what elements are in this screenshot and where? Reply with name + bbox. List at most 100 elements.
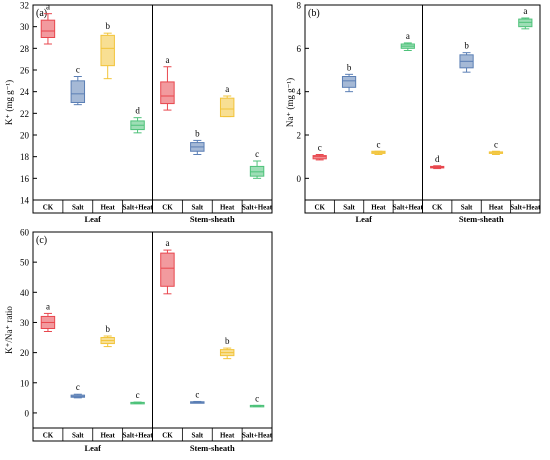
box-iqr [160, 252, 175, 287]
significance-letter: a [165, 238, 169, 248]
y-tick-label: 20 [20, 348, 30, 358]
box-iqr [219, 97, 235, 118]
chart-panel-1: 14 16 18 20 22 24 26 28 30 32 K⁺ (mg g⁻¹) (a) CK Salt… [4, 1, 273, 225]
box-leaf-ck: a [40, 2, 56, 45]
significance-letter: c [195, 389, 199, 399]
y-tick-label: 0 [25, 408, 30, 418]
significance-letter: c [376, 139, 380, 149]
y-tick-label: 24 [20, 87, 30, 97]
significance-letter: c [255, 393, 259, 403]
box-stem-sheath-salt-heat: a [518, 6, 533, 30]
category-label: CK [43, 432, 54, 440]
significance-letter: b [347, 62, 352, 72]
significance-letter: b [464, 41, 469, 51]
significance-letter: b [105, 324, 110, 334]
y-tick-label: 18 [20, 152, 30, 162]
box-leaf-salt-heat: c [130, 390, 145, 405]
box-leaf-salt: b [341, 62, 357, 93]
significance-letter: d [435, 154, 440, 164]
chart-panel-3: 0 10 20 30 40 50 60 K⁺/Na⁺ ratio (c) CK Salt Heat Sa… [4, 228, 273, 454]
box-leaf-salt-heat: d [130, 106, 145, 134]
box-iqr [249, 165, 265, 177]
box-leaf-ck: a [40, 301, 56, 333]
box-stem-sheath-ck: d [430, 154, 445, 170]
significance-letter: b [105, 21, 110, 31]
y-tick-label: 0 [297, 174, 302, 184]
box-stem-sheath-salt: b [459, 41, 474, 73]
significance-letter: d [135, 106, 140, 116]
category-label: Salt+Heat [123, 432, 154, 440]
y-tick-label: 6 [297, 44, 302, 54]
box-leaf-salt: c [70, 65, 86, 106]
category-label: Salt [72, 204, 84, 212]
y-tick-label: 60 [20, 228, 30, 238]
y-tick-label: 26 [20, 66, 30, 76]
group-label: Leaf [84, 443, 101, 453]
box-stem-sheath-ck: a [160, 238, 175, 295]
box-stem-sheath-heat: b [219, 336, 235, 360]
significance-letter: c [255, 149, 259, 159]
category-label: Salt [343, 204, 355, 212]
box-stem-sheath-heat: c [488, 139, 504, 155]
group-label: Leaf [355, 214, 372, 224]
category-label: Salt+Heat [242, 204, 273, 212]
y-tick-label: 28 [20, 44, 30, 54]
significance-letter: c [318, 143, 322, 153]
box-stem-sheath-ck: a [160, 55, 175, 111]
y-tick-label: 14 [20, 196, 30, 206]
box-iqr [341, 76, 357, 88]
category-label: Salt [72, 432, 84, 440]
category-label: Salt [191, 432, 203, 440]
significance-letter: b [225, 336, 230, 346]
y-tick-label: 40 [20, 288, 30, 298]
box-iqr [518, 18, 533, 28]
significance-letter: b [195, 128, 200, 138]
category-label: Salt+Heat [242, 432, 273, 440]
significance-letter: a [406, 31, 410, 41]
y-tick-label: 16 [20, 174, 30, 184]
y-tick-label: 30 [20, 318, 30, 328]
group-label: Leaf [84, 214, 101, 224]
panel-label: (c) [36, 235, 47, 246]
category-label: Heat [100, 432, 115, 440]
group-label: Stem-sheath [190, 214, 235, 224]
category-label: Salt [461, 204, 473, 212]
y-tick-label: 8 [297, 1, 302, 11]
category-label: Salt [191, 204, 203, 212]
significance-letter: c [136, 390, 140, 400]
box-stem-sheath-salt-heat: c [249, 149, 265, 179]
category-label: Heat [100, 204, 115, 212]
category-label: Heat [220, 432, 235, 440]
significance-letter: a [46, 2, 50, 12]
category-label: CK [314, 204, 325, 212]
box-leaf-salt-heat: a [400, 31, 415, 51]
y-tick-label: 2 [297, 131, 302, 141]
y-axis-label: Na⁺ (mg g⁻¹) [285, 78, 295, 127]
chart-panel-2: 0 2 4 6 8 Na⁺ (mg g⁻¹) (b) CK Salt Heat Salt+Heat C… [285, 1, 541, 225]
category-label: Heat [371, 204, 386, 212]
group-label: Stem-sheath [459, 214, 504, 224]
y-tick-label: 22 [20, 109, 29, 119]
category-label: Heat [220, 204, 235, 212]
category-label: CK [162, 204, 173, 212]
y-axis-label: K⁺ (mg g⁻¹) [4, 80, 14, 125]
significance-letter: a [523, 6, 527, 16]
box-iqr [40, 19, 56, 38]
category-label: Salt+Heat [510, 204, 541, 212]
category-label: CK [43, 204, 54, 212]
significance-letter: c [76, 382, 80, 392]
panel-label: (a) [36, 8, 47, 19]
category-label: Salt+Heat [123, 204, 154, 212]
y-tick-label: 10 [20, 378, 30, 388]
box-iqr [160, 81, 175, 105]
box-stem-sheath-salt-heat: c [249, 393, 265, 408]
y-tick-label: 4 [297, 87, 302, 97]
significance-letter: c [76, 65, 80, 75]
panel-label: (b) [308, 8, 320, 19]
category-label: Heat [489, 204, 504, 212]
y-tick-label: 30 [20, 22, 30, 32]
significance-letter: a [46, 301, 50, 311]
box-iqr [312, 155, 327, 160]
